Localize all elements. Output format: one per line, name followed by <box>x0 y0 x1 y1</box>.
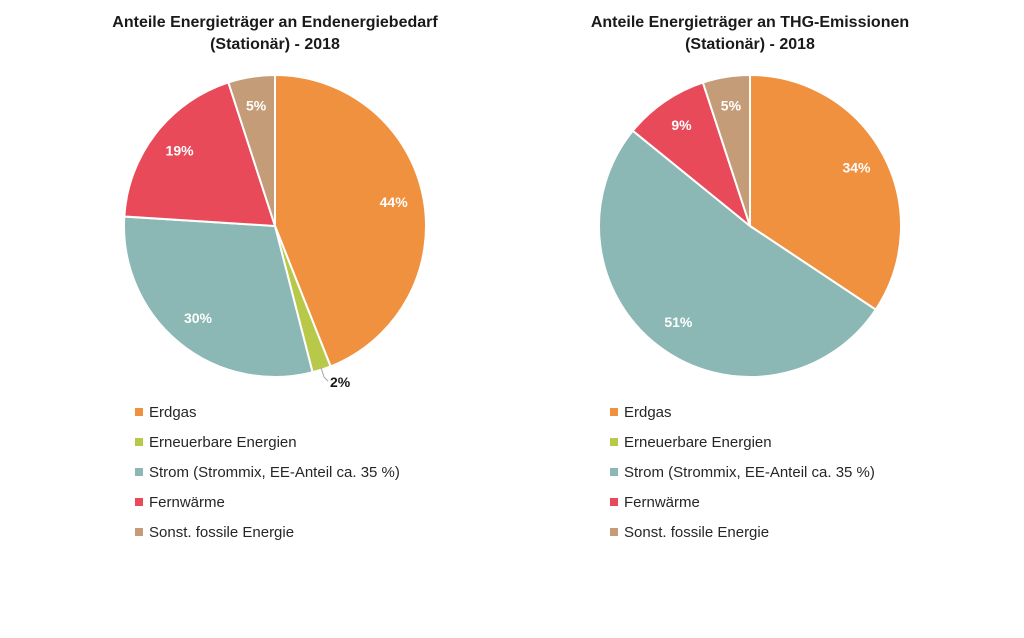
pie-slice-2 <box>123 215 314 378</box>
pie-chart-endenergiebedarf: Anteile Energieträger an Endenergiebedar… <box>65 0 485 560</box>
legend-swatch <box>610 528 618 536</box>
pie-plot: 44% 2% 30% 19% 5% <box>123 73 427 390</box>
legend-item-strom: Strom (Strommix, EE-Anteil ca. 35 %) <box>610 457 875 487</box>
pie-slice-4 <box>701 73 751 227</box>
legend-swatch <box>610 408 618 416</box>
legend-swatch <box>135 498 143 506</box>
legend-label: Erdgas <box>624 403 672 421</box>
data-label-3: 19% <box>166 143 195 159</box>
legend: Erdgas Erneuerbare Energien Strom (Strom… <box>610 397 875 547</box>
data-label-2: 30% <box>184 310 213 326</box>
legend-swatch <box>135 468 143 476</box>
chart-title: Anteile Energieträger an THG-Emissionen … <box>540 12 960 56</box>
legend-label: Fernwärme <box>149 493 225 511</box>
legend-item-erdgas: Erdgas <box>610 397 875 427</box>
legend-item-erneuerbare: Erneuerbare Energien <box>610 427 875 457</box>
legend-label: Erneuerbare Energien <box>624 433 772 451</box>
data-label-0: 34% <box>842 160 871 176</box>
chart-title: Anteile Energieträger an Endenergiebedar… <box>65 12 485 56</box>
legend-item-fernwaerme: Fernwärme <box>610 487 875 517</box>
legend-label: Strom (Strommix, EE-Anteil ca. 35 %) <box>149 463 400 481</box>
legend-label: Fernwärme <box>624 493 700 511</box>
leader-line-1 <box>320 367 329 382</box>
legend-swatch <box>610 438 618 446</box>
legend-swatch <box>135 528 143 536</box>
pie-chart-thg-emissionen: Anteile Energieträger an THG-Emissionen … <box>540 0 960 560</box>
legend-swatch <box>610 468 618 476</box>
data-label-1: 2% <box>330 374 351 390</box>
data-label-3: 9% <box>671 117 692 133</box>
legend-swatch <box>135 408 143 416</box>
chart-title-line-1: Anteile Energieträger an THG-Emissionen <box>590 14 910 31</box>
pie-slice-3 <box>123 81 277 228</box>
legend-swatch <box>135 438 143 446</box>
chart-title-line-2: (Stationär) - 2018 <box>210 36 340 53</box>
data-label-4: 5% <box>721 97 742 113</box>
pie-slice-4 <box>227 73 276 227</box>
pie-slice-0 <box>274 73 427 368</box>
chart-title-line-2: (Stationär) - 2018 <box>685 36 815 53</box>
legend-item-sonst-fossil: Sonst. fossile Energie <box>610 517 875 547</box>
pie-slice-2 <box>598 129 878 378</box>
legend-item-erdgas: Erdgas <box>135 397 400 427</box>
legend-item-sonst-fossil: Sonst. fossile Energie <box>135 517 400 547</box>
data-label-4: 5% <box>246 97 267 113</box>
pie-slice-3 <box>631 81 753 229</box>
legend-label: Strom (Strommix, EE-Anteil ca. 35 %) <box>624 463 875 481</box>
legend-item-fernwaerme: Fernwärme <box>135 487 400 517</box>
legend-swatch <box>610 498 618 506</box>
legend-item-erneuerbare: Erneuerbare Energien <box>135 427 400 457</box>
data-label-2: 51% <box>664 314 693 330</box>
chart-title-line-1: Anteile Energieträger an Endenergiebedar… <box>112 14 438 31</box>
pie-plot: 34% 51% 9% 5% <box>598 73 902 378</box>
legend-item-strom: Strom (Strommix, EE-Anteil ca. 35 %) <box>135 457 400 487</box>
legend: Erdgas Erneuerbare Energien Strom (Strom… <box>135 397 400 547</box>
legend-label: Sonst. fossile Energie <box>149 523 295 541</box>
legend-label: Erneuerbare Energien <box>149 433 297 451</box>
data-label-0: 44% <box>380 194 409 210</box>
legend-label: Erdgas <box>149 403 197 421</box>
legend-label: Sonst. fossile Energie <box>624 523 770 541</box>
